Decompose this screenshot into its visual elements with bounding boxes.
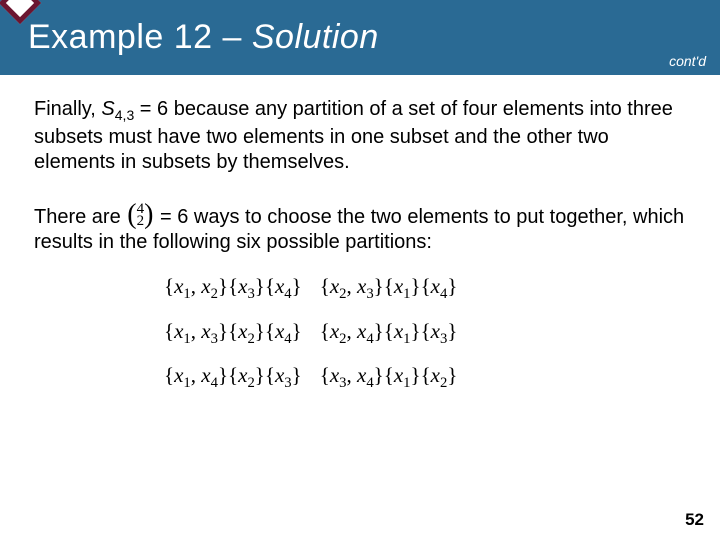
title-italic: Solution: [252, 18, 379, 56]
binomial-icon: (42): [127, 203, 153, 229]
paragraph-2: There are (42) = 6 ways to choose the tw…: [34, 205, 686, 256]
binom-bot: 2: [137, 215, 145, 228]
slide-body: Finally, S4,3 = 6 because any partition …: [0, 75, 720, 393]
continued-label: cont'd: [669, 53, 706, 69]
paragraph-1: Finally, S4,3 = 6 because any partition …: [34, 97, 686, 175]
partition-row: {x1, x4}{x2}{x3}{x3, x4}{x1}{x2}: [164, 362, 686, 393]
partitions-list: {x1, x2}{x3}{x4}{x2, x3}{x1}{x4} {x1, x3}…: [164, 273, 686, 393]
stirling-sub: 4,3: [115, 107, 134, 123]
page-number: 52: [685, 510, 704, 530]
title-prefix: Example 12 –: [28, 18, 252, 56]
partition-row: {x1, x3}{x2}{x4}{x2, x4}{x1}{x3}: [164, 318, 686, 349]
stirling-s: S: [101, 98, 114, 120]
para2-a: There are: [34, 206, 126, 228]
slide-header: Example 12 – Solution cont'd: [0, 0, 720, 75]
para1-a: Finally,: [34, 98, 101, 120]
partition-row: {x1, x2}{x3}{x4}{x2, x3}{x1}{x4}: [164, 273, 686, 304]
slide-title: Example 12 – Solution: [28, 18, 379, 57]
